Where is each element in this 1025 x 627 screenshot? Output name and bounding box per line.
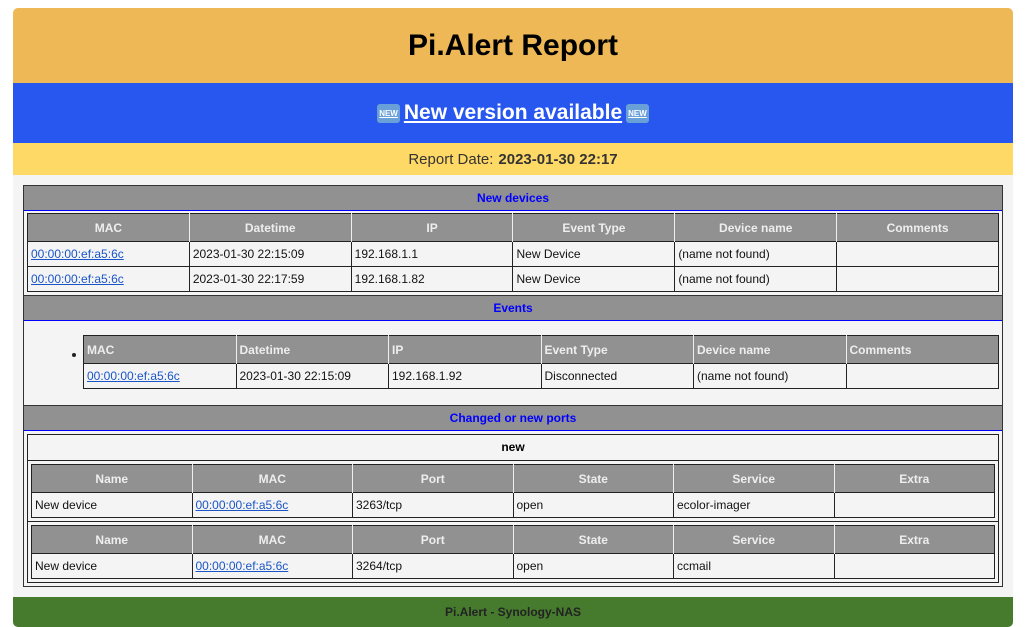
report-container: Pi.Alert Report NEW New version availabl…: [13, 8, 1013, 627]
table-header-row: MAC Datetime IP Event Type Device name Commen…: [83, 335, 999, 364]
report-date: Report Date: 2023-01-30 22:17: [13, 143, 1013, 175]
ports-group-label: new: [28, 435, 998, 461]
report-date-label: Report Date:: [408, 150, 494, 168]
mac-link[interactable]: 00:00:00:ef:a5:6c: [195, 498, 289, 512]
cell-event-type: New Device: [512, 241, 676, 267]
column-header-event-type: Event Type: [540, 335, 694, 364]
column-header-name: Name: [31, 464, 192, 493]
new-devices-table: MAC Datetime IP Event Type Device name Commen…: [27, 213, 999, 292]
cell-event-type: Disconnected: [540, 363, 694, 389]
column-header-port: Port: [352, 525, 513, 554]
column-header-mac: MAC: [191, 525, 353, 554]
cell-ip: 192.168.1.1: [350, 241, 514, 267]
cell-mac: 00:00:00:ef:a5:6c: [27, 266, 190, 292]
cell-service: ccmail: [673, 553, 835, 579]
column-header-mac: MAC: [27, 213, 190, 242]
cell-device-name: (name not found): [674, 241, 838, 267]
new-version-link[interactable]: NEW New version available NEW: [377, 101, 649, 125]
cell-extra: [833, 492, 995, 518]
column-header-state: State: [512, 525, 674, 554]
column-header-service: Service: [673, 464, 834, 493]
column-header-mac: MAC: [83, 335, 236, 364]
cell-service: ecolor-imager: [673, 492, 835, 518]
cell-datetime: 2023-01-30 22:15:09: [188, 241, 352, 267]
footer: Pi.Alert - Synology-NAS: [13, 597, 1013, 627]
section-events-title: Events: [24, 295, 1002, 321]
ports-table: Name MAC Port State Service Extra New device 00…: [31, 464, 995, 518]
divider: [28, 521, 998, 522]
column-header-device-name: Device name: [693, 335, 846, 364]
section-new-devices-title: New devices: [24, 186, 1002, 211]
cell-name: New device: [31, 492, 193, 518]
column-header-service: Service: [673, 525, 834, 554]
new-icon: NEW: [626, 103, 649, 123]
cell-comments: [845, 363, 999, 389]
cell-datetime: 2023-01-30 22:15:09: [235, 363, 389, 389]
table-header-row: Name MAC Port State Service Extra: [31, 525, 995, 554]
mac-link[interactable]: 00:00:00:ef:a5:6c: [195, 559, 289, 573]
column-header-extra: Extra: [833, 464, 995, 493]
column-header-comments: Comments: [836, 213, 999, 242]
table-row: New device 00:00:00:ef:a5:6c 3264/tcp open c…: [31, 553, 995, 579]
column-header-datetime: Datetime: [235, 335, 389, 364]
cell-ip: 192.168.1.92: [388, 363, 542, 389]
table-header-row: Name MAC Port State Service Extra: [31, 464, 995, 493]
column-header-name: Name: [31, 525, 192, 554]
table-row: New device 00:00:00:ef:a5:6c 3263/tcp open e…: [31, 492, 995, 518]
table-header-row: MAC Datetime IP Event Type Device name Commen…: [27, 213, 999, 242]
column-header-ip: IP: [388, 335, 541, 364]
cell-port: 3263/tcp: [352, 492, 514, 518]
ports-group: new Name MAC Port State Service Extra New devi…: [27, 434, 999, 583]
table-row: 00:00:00:ef:a5:6c 2023-01-30 22:15:09 192.…: [27, 241, 999, 267]
column-header-event-type: Event Type: [512, 213, 675, 242]
section-ports-title: Changed or new ports: [24, 405, 1002, 431]
column-header-ip: IP: [350, 213, 513, 242]
cell-state: open: [512, 492, 674, 518]
mac-link[interactable]: 00:00:00:ef:a5:6c: [31, 247, 124, 261]
events-table: MAC Datetime IP Event Type Device name Commen…: [83, 335, 999, 389]
cell-mac: 00:00:00:ef:a5:6c: [27, 241, 190, 267]
report-sections: New devices MAC Datetime IP Event Type Devic…: [23, 185, 1003, 587]
report-date-value: 2023-01-30 22:17: [498, 150, 618, 168]
cell-mac: 00:00:00:ef:a5:6c: [191, 492, 353, 518]
new-version-text: New version available: [403, 101, 623, 124]
mac-link[interactable]: 00:00:00:ef:a5:6c: [87, 369, 180, 383]
cell-event-type: New Device: [512, 266, 676, 292]
cell-device-name: (name not found): [693, 363, 847, 389]
cell-state: open: [512, 553, 674, 579]
cell-extra: [833, 553, 995, 579]
table-row: 00:00:00:ef:a5:6c 2023-01-30 22:15:09 192.…: [83, 363, 999, 389]
column-header-state: State: [512, 464, 674, 493]
ports-table: Name MAC Port State Service Extra New device 00…: [31, 525, 995, 579]
list-bullet: [72, 353, 76, 357]
page-title: Pi.Alert Report: [13, 8, 1013, 83]
column-header-extra: Extra: [833, 525, 995, 554]
cell-name: New device: [31, 553, 193, 579]
cell-comments: [836, 241, 999, 267]
column-header-comments: Comments: [845, 335, 999, 364]
cell-port: 3264/tcp: [352, 553, 514, 579]
cell-comments: [836, 266, 999, 292]
column-header-port: Port: [352, 464, 513, 493]
version-banner: NEW New version available NEW: [13, 83, 1013, 143]
cell-mac: 00:00:00:ef:a5:6c: [191, 553, 353, 579]
cell-datetime: 2023-01-30 22:17:59: [188, 266, 352, 292]
new-icon: NEW: [377, 103, 400, 123]
column-header-device-name: Device name: [674, 213, 837, 242]
column-header-datetime: Datetime: [188, 213, 352, 242]
table-row: 00:00:00:ef:a5:6c 2023-01-30 22:17:59 192.…: [27, 266, 999, 292]
column-header-mac: MAC: [191, 464, 353, 493]
cell-mac: 00:00:00:ef:a5:6c: [83, 363, 237, 389]
cell-device-name: (name not found): [674, 266, 838, 292]
mac-link[interactable]: 00:00:00:ef:a5:6c: [31, 272, 124, 286]
cell-ip: 192.168.1.82: [350, 266, 514, 292]
